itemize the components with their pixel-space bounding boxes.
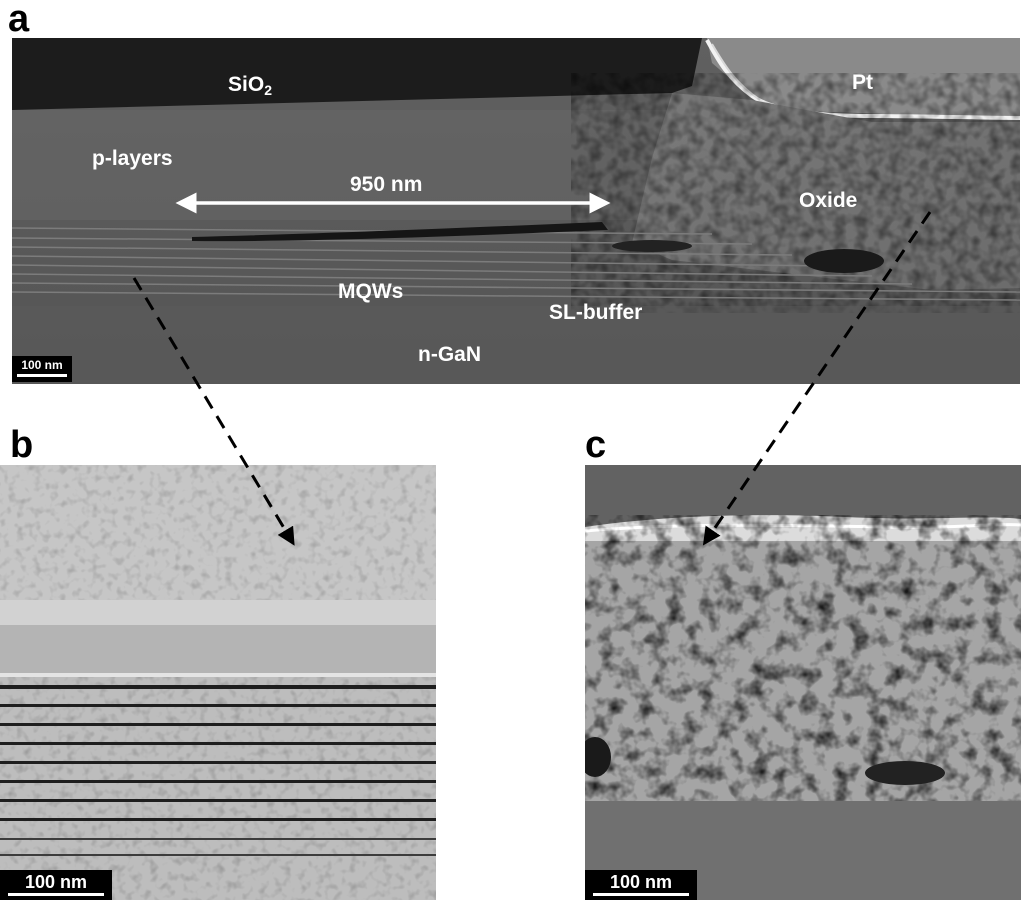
scalebar-c-bar bbox=[593, 893, 689, 896]
panel-c-image bbox=[585, 465, 1021, 900]
label-mqws: MQWs bbox=[338, 280, 404, 303]
scalebar-c: 100 nm bbox=[585, 870, 697, 900]
label-sl-buffer: SL-buffer bbox=[549, 301, 643, 324]
label-sio2: SiO2 bbox=[228, 73, 272, 98]
panel-a-letter: a bbox=[8, 0, 30, 40]
panel-b-micrograph bbox=[0, 465, 436, 900]
label-p-layers: p-layers bbox=[92, 147, 173, 170]
label-oxide: Oxide bbox=[799, 189, 858, 212]
scalebar-c-label: 100 nm bbox=[609, 872, 673, 892]
panel-c-micrograph bbox=[585, 465, 1021, 900]
panel-b-letter: b bbox=[10, 424, 34, 466]
panel-b-image bbox=[0, 465, 436, 900]
label-width: 950 nm bbox=[350, 173, 423, 196]
scalebar-a-bar bbox=[17, 374, 67, 377]
scalebar-b-bar bbox=[8, 893, 104, 896]
scalebar-a: 100 nm bbox=[12, 356, 72, 382]
label-pt: Pt bbox=[852, 71, 873, 94]
scalebar-b: 100 nm bbox=[0, 870, 112, 900]
label-n-gan: n-GaN bbox=[418, 343, 481, 366]
panel-c-letter: c bbox=[585, 424, 607, 466]
scalebar-a-label: 100 nm bbox=[21, 358, 63, 372]
scalebar-b-label: 100 nm bbox=[24, 872, 88, 892]
